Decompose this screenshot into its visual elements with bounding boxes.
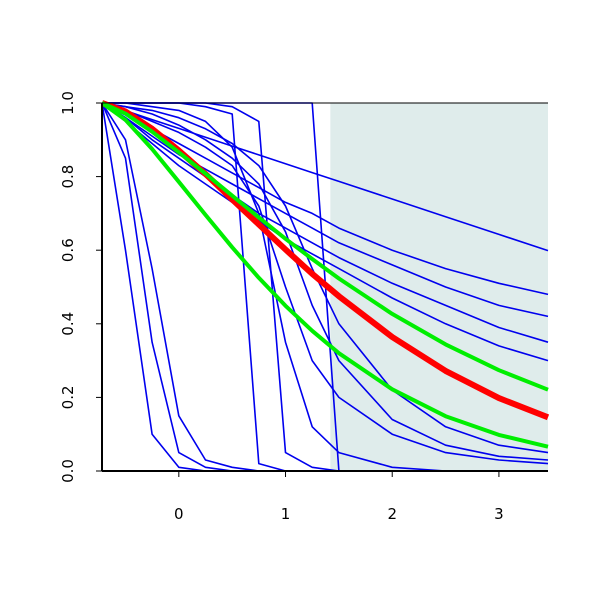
y-tick-label: 0.2 bbox=[59, 385, 77, 409]
curve bbox=[101, 102, 549, 343]
curve bbox=[101, 102, 549, 454]
curve bbox=[101, 102, 549, 461]
curve bbox=[100, 100, 550, 421]
y-tick-label: 1.0 bbox=[59, 91, 77, 115]
curve bbox=[101, 102, 549, 318]
y-tick-label: 0.6 bbox=[59, 238, 77, 262]
curve bbox=[101, 102, 549, 252]
x-tick-label: 0 bbox=[174, 505, 184, 523]
y-tick-label: 0.4 bbox=[59, 312, 77, 336]
curve bbox=[100, 101, 549, 449]
x-tick-label: 1 bbox=[281, 505, 291, 523]
curve bbox=[101, 102, 549, 465]
x-tick-label: 2 bbox=[387, 505, 397, 523]
x-tick-label: 3 bbox=[494, 505, 504, 523]
y-tick-label: 0.0 bbox=[59, 459, 77, 483]
curve bbox=[101, 101, 549, 392]
y-tick-label: 0.8 bbox=[59, 165, 77, 189]
